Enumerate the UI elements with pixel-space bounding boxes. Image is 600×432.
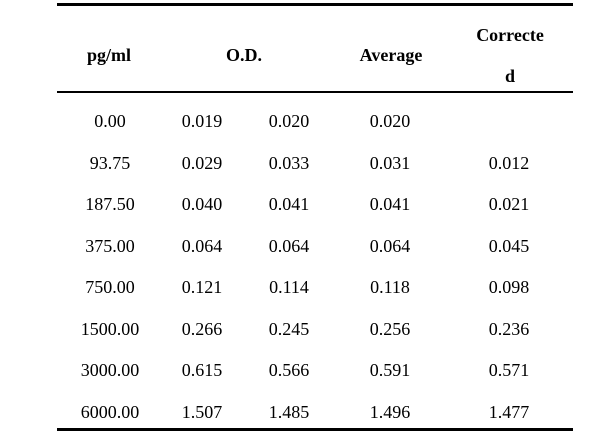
cell-od1: 0.019 (181, 111, 223, 131)
cell-average: 0.031 (369, 153, 411, 173)
cell-pgml: 1500.00 (80, 319, 140, 339)
header-pgml: pg/ml (86, 45, 131, 65)
cell-od2: 0.041 (268, 194, 310, 214)
cell-od2: 1.485 (268, 402, 310, 422)
cell-average: 0.020 (369, 111, 411, 131)
cell-corrected: 0.236 (488, 319, 530, 339)
header-average: Average (359, 45, 423, 65)
cell-pgml: 375.00 (85, 236, 135, 256)
cell-average: 0.118 (370, 277, 410, 297)
cell-pgml: 93.75 (89, 153, 131, 173)
header-corrected-line2: d (504, 66, 515, 86)
cell-od2: 0.566 (268, 360, 310, 380)
table-bottom-rule (57, 428, 573, 431)
cell-od2: 0.114 (269, 277, 309, 297)
table-top-rule (57, 3, 573, 6)
cell-od1: 0.615 (181, 360, 223, 380)
cell-od2: 0.064 (268, 236, 310, 256)
cell-corrected: 0.098 (488, 277, 530, 297)
cell-pgml: 187.50 (85, 194, 135, 214)
cell-average: 0.041 (369, 194, 411, 214)
cell-od1: 0.121 (181, 277, 223, 297)
table-header-rule (57, 91, 573, 93)
cell-pgml: 3000.00 (80, 360, 140, 380)
cell-od1: 0.064 (181, 236, 223, 256)
cell-average: 0.256 (369, 319, 411, 339)
cell-od1: 1.507 (181, 402, 223, 422)
cell-pgml: 0.00 (94, 111, 126, 131)
cell-od1: 0.029 (181, 153, 223, 173)
header-od: O.D. (226, 45, 262, 65)
cell-corrected: 0.045 (488, 236, 530, 256)
cell-od2: 0.033 (268, 153, 310, 173)
cell-od2: 0.020 (268, 111, 310, 131)
cell-od1: 0.266 (181, 319, 223, 339)
cell-corrected: 0.012 (488, 153, 530, 173)
header-corrected-line1: Correcte (476, 25, 544, 45)
cell-pgml: 750.00 (85, 277, 135, 297)
cell-corrected: 0.021 (488, 194, 530, 214)
cell-average: 0.591 (369, 360, 411, 380)
cell-average: 0.064 (369, 236, 411, 256)
cell-average: 1.496 (369, 402, 411, 422)
cell-od2: 0.245 (268, 319, 310, 339)
cell-od1: 0.040 (181, 194, 223, 214)
cell-corrected: 1.477 (488, 402, 530, 422)
cell-corrected: 0.571 (488, 360, 530, 380)
cell-pgml: 6000.00 (80, 402, 140, 422)
